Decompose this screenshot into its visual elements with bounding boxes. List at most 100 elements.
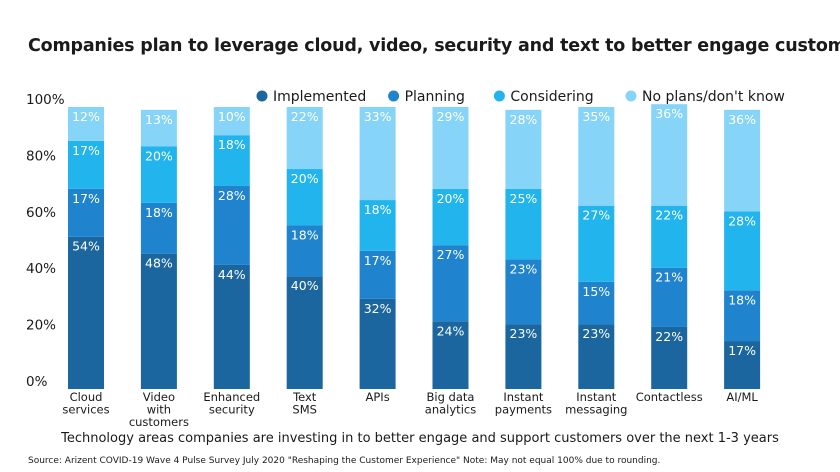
data-label: 12%	[72, 109, 100, 124]
x-tick-label-line: Video	[143, 390, 175, 404]
data-label: 29%	[437, 109, 465, 124]
data-label: 20%	[145, 148, 173, 163]
bar-segment	[505, 188, 542, 260]
bar-segment	[140, 202, 177, 254]
data-label: 35%	[582, 109, 610, 124]
data-label: 36%	[655, 106, 683, 121]
data-label: 17%	[364, 253, 392, 268]
data-label: 18%	[218, 137, 246, 152]
y-tick-label: 0%	[26, 374, 48, 390]
bar-segment	[359, 200, 396, 251]
data-label: 17%	[728, 343, 756, 358]
bar-segment	[651, 326, 688, 389]
bar-segment	[359, 107, 396, 201]
data-label: 23%	[510, 326, 538, 341]
bar-segment	[286, 225, 323, 277]
data-label: 24%	[437, 323, 465, 338]
data-label: 44%	[218, 267, 246, 282]
bar-segment	[432, 321, 469, 389]
x-tick-label-line: payments	[495, 403, 552, 417]
bar-segment	[286, 107, 323, 170]
x-tick-label: Enhanced security	[203, 390, 260, 417]
data-label: 13%	[145, 112, 173, 127]
source-note: Source: Arizent COVID-19 Wave 4 Pulse Su…	[28, 456, 661, 466]
data-label: 15%	[582, 284, 610, 299]
x-tick-label-line: Text	[292, 390, 317, 404]
x-tick-label: Video with customers	[129, 390, 189, 429]
x-tick-label: Instant payments	[495, 390, 552, 417]
y-tick-label: 100%	[26, 92, 65, 108]
x-tick-label-line: SMS	[292, 403, 317, 417]
bar-segment	[651, 104, 688, 206]
y-tick-label: 80%	[26, 148, 56, 164]
y-tick-label: 20%	[26, 318, 56, 334]
data-label: 33%	[364, 109, 392, 124]
bar-segment	[68, 107, 104, 141]
data-label: 18%	[145, 205, 173, 220]
bar-segment	[578, 107, 615, 206]
legend-label: Implemented	[273, 89, 366, 105]
data-label: 23%	[510, 261, 538, 276]
x-tick-label-line: with	[147, 403, 171, 417]
bar-segment	[724, 290, 761, 342]
data-label: 17%	[72, 143, 100, 158]
bar-segment	[68, 236, 104, 389]
bar-segment	[432, 107, 469, 189]
data-label: 28%	[728, 213, 756, 228]
x-tick-label-line: Enhanced	[203, 390, 260, 404]
bar-segment	[724, 211, 761, 291]
bar-segment	[432, 245, 469, 322]
x-tick-label: Cloud services	[62, 390, 109, 417]
x-tick-label-line: AI/ML	[726, 390, 758, 404]
data-label: 20%	[437, 191, 465, 206]
x-axis-title: Technology areas companies are investing…	[61, 431, 779, 446]
legend-swatch	[493, 90, 505, 102]
data-label: 36%	[728, 112, 756, 127]
bar-segment	[359, 298, 396, 389]
bar-segment	[505, 109, 542, 189]
bar-segment	[724, 341, 761, 389]
bar-segment	[140, 253, 177, 389]
data-label: 17%	[72, 191, 100, 206]
legend-label: No plans/don't know	[642, 89, 785, 105]
x-tick-label-line: security	[209, 403, 255, 417]
data-label: 10%	[218, 109, 246, 124]
legend-label: Considering	[510, 89, 593, 105]
legend-swatch	[256, 90, 268, 102]
data-label: 27%	[437, 247, 465, 262]
data-label: 22%	[655, 208, 683, 223]
data-label: 21%	[655, 270, 683, 285]
legend-label: Planning	[405, 89, 465, 105]
x-tick-label-line: Instant	[503, 390, 544, 404]
data-label: 40%	[291, 278, 319, 293]
bar-segment	[432, 188, 469, 246]
data-label: 22%	[291, 109, 319, 124]
x-tick-label-line: customers	[129, 415, 189, 429]
bar-segment	[286, 169, 323, 226]
bar-segment	[68, 140, 104, 189]
x-tick-label: APIs	[366, 390, 390, 404]
bar-segment	[651, 205, 688, 268]
bar-segment	[359, 250, 396, 299]
data-label: 27%	[582, 208, 610, 223]
x-tick-label-line: services	[62, 403, 109, 417]
bar-segment	[286, 276, 323, 389]
data-label: 28%	[510, 112, 538, 127]
bar-segment	[213, 107, 250, 136]
bar-segment	[578, 281, 615, 325]
bar-segment	[578, 324, 615, 389]
x-tick-label: Text SMS	[292, 390, 317, 417]
data-label: 18%	[291, 227, 319, 242]
bar-segment	[140, 146, 177, 203]
bar-segment	[213, 135, 250, 186]
data-label: 18%	[728, 292, 756, 307]
bar-segment	[578, 205, 615, 282]
bar-segment	[140, 109, 177, 147]
legend-swatch	[625, 90, 637, 102]
bar-segment	[505, 259, 542, 325]
x-tick-label-line: Big data	[427, 390, 475, 404]
bar-segment	[724, 109, 761, 212]
x-tick-label: Contactless	[636, 390, 703, 404]
x-tick-label-line: APIs	[366, 390, 390, 404]
